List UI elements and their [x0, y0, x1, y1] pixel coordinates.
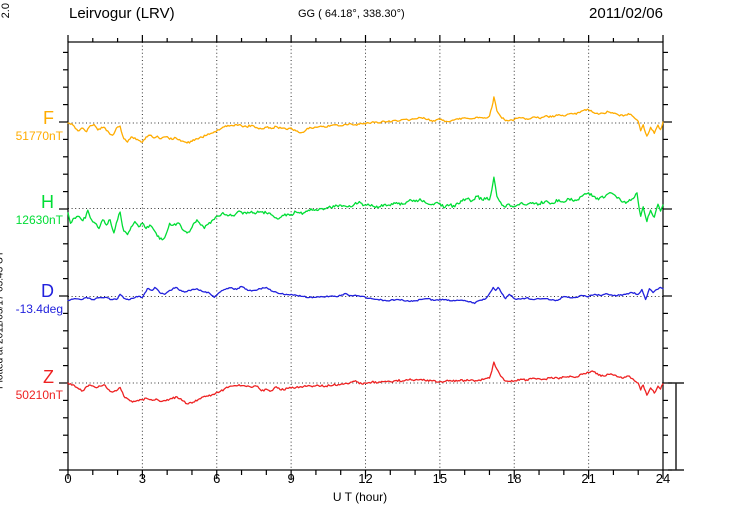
observation-date: 2011/02/06 — [589, 5, 663, 22]
series-letter-H: H — [41, 192, 54, 212]
series-baseline-F: 51770nT — [15, 129, 63, 143]
trace-D — [67, 285, 664, 305]
series-label-H: H 12630nT — [16, 193, 63, 226]
series-label-D: D -13.4deg — [16, 282, 63, 315]
axis-ticks — [59, 35, 672, 479]
x-tick-label-3: 3 — [138, 471, 146, 486]
series-baseline-Z: 50210nT — [15, 388, 63, 402]
series-baseline-H: 12630nT — [15, 213, 63, 227]
station-title: Leirvogur (LRV) — [69, 5, 175, 22]
x-tick-label-24: 24 — [655, 471, 671, 486]
x-tick-label-21: 21 — [581, 471, 596, 486]
x-axis-title: U T (hour) — [332, 490, 388, 504]
x-tick-label-6: 6 — [213, 471, 221, 486]
x-tick-label-18: 18 — [507, 471, 522, 486]
trace-F — [67, 96, 664, 144]
trace-Z — [67, 361, 664, 405]
series-label-F: F 51770nT — [16, 109, 63, 142]
trace-H — [67, 176, 664, 241]
series-label-Z: Z 50210nT — [16, 368, 63, 401]
series-letter-F: F — [43, 108, 54, 128]
series-letter-D: D — [41, 281, 54, 301]
x-tick-label-0: 0 — [64, 471, 72, 486]
gridlines — [68, 42, 663, 470]
plotted-at-note: Plotted at 2011/03/17 03:43 UT — [0, 250, 6, 389]
series-baseline-D: -13.4deg — [15, 302, 63, 316]
scale-bar — [668, 382, 684, 471]
x-tick-label-9: 9 — [287, 471, 295, 486]
series-letter-Z: Z — [43, 367, 54, 387]
x-tick-label-12: 12 — [358, 471, 373, 486]
geographic-coordinates: GG ( 64.18°, 338.30°) — [298, 8, 405, 20]
x-tick-label-15: 15 — [432, 471, 448, 486]
